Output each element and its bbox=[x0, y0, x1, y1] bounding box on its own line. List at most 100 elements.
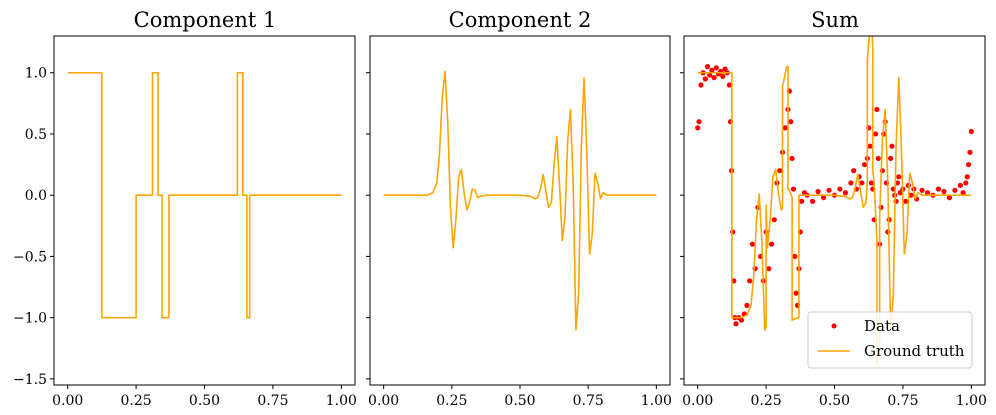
series-line bbox=[67, 71, 342, 319]
data-point bbox=[730, 229, 736, 235]
data-point bbox=[889, 143, 895, 149]
data-point bbox=[957, 182, 963, 188]
series-line bbox=[697, 36, 972, 364]
x-tick-label: 0.75 bbox=[573, 393, 604, 409]
axes-frame bbox=[369, 35, 671, 386]
y-tick-label: −1.0 bbox=[13, 311, 47, 327]
data-point bbox=[747, 278, 753, 284]
data-point bbox=[709, 67, 715, 73]
data-point bbox=[952, 187, 958, 193]
x-tick-label: 0.75 bbox=[257, 393, 288, 409]
data-point bbox=[967, 149, 973, 155]
data-point bbox=[713, 65, 719, 71]
data-point bbox=[707, 72, 713, 78]
x-tick-label: 1.00 bbox=[956, 393, 987, 409]
data-point bbox=[867, 143, 873, 149]
data-point bbox=[771, 217, 777, 223]
data-point bbox=[941, 188, 947, 195]
x-tick-label: 0.75 bbox=[887, 393, 918, 409]
data-point bbox=[698, 82, 704, 88]
y-tick-label: 0.0 bbox=[25, 188, 47, 204]
data-point bbox=[820, 195, 827, 201]
data-point bbox=[885, 229, 891, 235]
data-point bbox=[935, 186, 942, 192]
data-point bbox=[702, 76, 708, 82]
x-tick-label: 0.50 bbox=[819, 393, 850, 409]
data-point bbox=[789, 155, 795, 162]
y-tick-label: −1.5 bbox=[13, 372, 47, 388]
x-tick-label: 0.25 bbox=[121, 393, 152, 409]
data-point bbox=[790, 186, 797, 192]
data-point bbox=[793, 290, 799, 296]
panel-component-1: Component 1 0.00 0.25 0.50 0.75 1.00 1.0 0.5 0.… bbox=[13, 8, 357, 409]
plot-area bbox=[695, 36, 974, 364]
data-point bbox=[733, 321, 739, 327]
data-point bbox=[946, 195, 953, 201]
x-tick-label: 0.50 bbox=[189, 393, 220, 409]
data-point bbox=[963, 180, 969, 186]
axes-frame bbox=[53, 35, 356, 386]
data-point bbox=[815, 188, 821, 195]
data-point bbox=[837, 186, 843, 192]
data-point bbox=[696, 119, 702, 125]
data-point bbox=[792, 253, 798, 260]
data-point bbox=[859, 180, 865, 186]
data-point bbox=[848, 180, 854, 186]
data-point bbox=[738, 317, 745, 323]
data-point bbox=[862, 161, 868, 168]
data-point bbox=[842, 190, 849, 196]
legend-data-label: Data bbox=[864, 317, 900, 335]
data-point bbox=[810, 198, 816, 204]
data-point bbox=[874, 106, 880, 113]
data-point bbox=[965, 161, 972, 168]
data-point bbox=[695, 125, 701, 131]
y-tick-label: 1.0 bbox=[25, 66, 47, 82]
data-point bbox=[851, 168, 857, 174]
data-point bbox=[872, 131, 879, 137]
x-tick-label: 0.25 bbox=[436, 393, 467, 409]
panel-title: Component 1 bbox=[134, 8, 277, 32]
panel-component-2: Component 2 0.00 0.25 0.50 0.75 1.00 bbox=[366, 8, 672, 409]
data-point bbox=[711, 75, 717, 81]
data-point bbox=[897, 190, 903, 196]
x-tick-label: 0.25 bbox=[751, 393, 782, 409]
x-tick-label: 1.00 bbox=[641, 393, 672, 409]
data-point bbox=[720, 73, 726, 80]
data-point bbox=[782, 125, 788, 131]
data-point bbox=[726, 82, 733, 88]
legend-box bbox=[807, 311, 973, 369]
data-point bbox=[788, 119, 794, 125]
x-tick-label: 0.50 bbox=[504, 393, 535, 409]
data-point bbox=[919, 187, 925, 193]
data-point bbox=[744, 302, 750, 308]
data-point bbox=[960, 190, 966, 196]
y-tick-label: 0.5 bbox=[25, 127, 47, 143]
data-point bbox=[875, 155, 881, 162]
legend-data-marker bbox=[831, 323, 837, 329]
panel-title: Component 2 bbox=[449, 8, 592, 32]
series-line bbox=[383, 70, 657, 331]
data-point bbox=[868, 180, 875, 186]
panel-title: Sum bbox=[811, 8, 859, 32]
legend: Data Ground truth bbox=[807, 311, 973, 369]
data-point bbox=[908, 192, 914, 198]
data-point bbox=[768, 241, 775, 247]
data-point bbox=[826, 187, 832, 193]
plot-area bbox=[383, 70, 657, 331]
x-tick-label: 1.00 bbox=[326, 393, 357, 409]
data-point bbox=[799, 198, 805, 204]
data-point bbox=[924, 190, 931, 196]
legend-ground-truth-label: Ground truth bbox=[864, 342, 965, 360]
data-point bbox=[896, 174, 902, 180]
data-point bbox=[903, 198, 909, 204]
panel-sum: Sum 0.00 0.25 0.50 0.75 1.00 bbox=[680, 8, 987, 409]
y-tick-label: −0.5 bbox=[13, 249, 47, 265]
x-tick-label: 0.00 bbox=[682, 393, 713, 409]
x-tick-label: 0.00 bbox=[368, 393, 399, 409]
x-tick-label: 0.00 bbox=[52, 393, 83, 409]
data-point bbox=[968, 128, 974, 135]
data-point bbox=[766, 266, 772, 272]
data-point bbox=[888, 155, 894, 162]
data-point bbox=[749, 241, 756, 247]
